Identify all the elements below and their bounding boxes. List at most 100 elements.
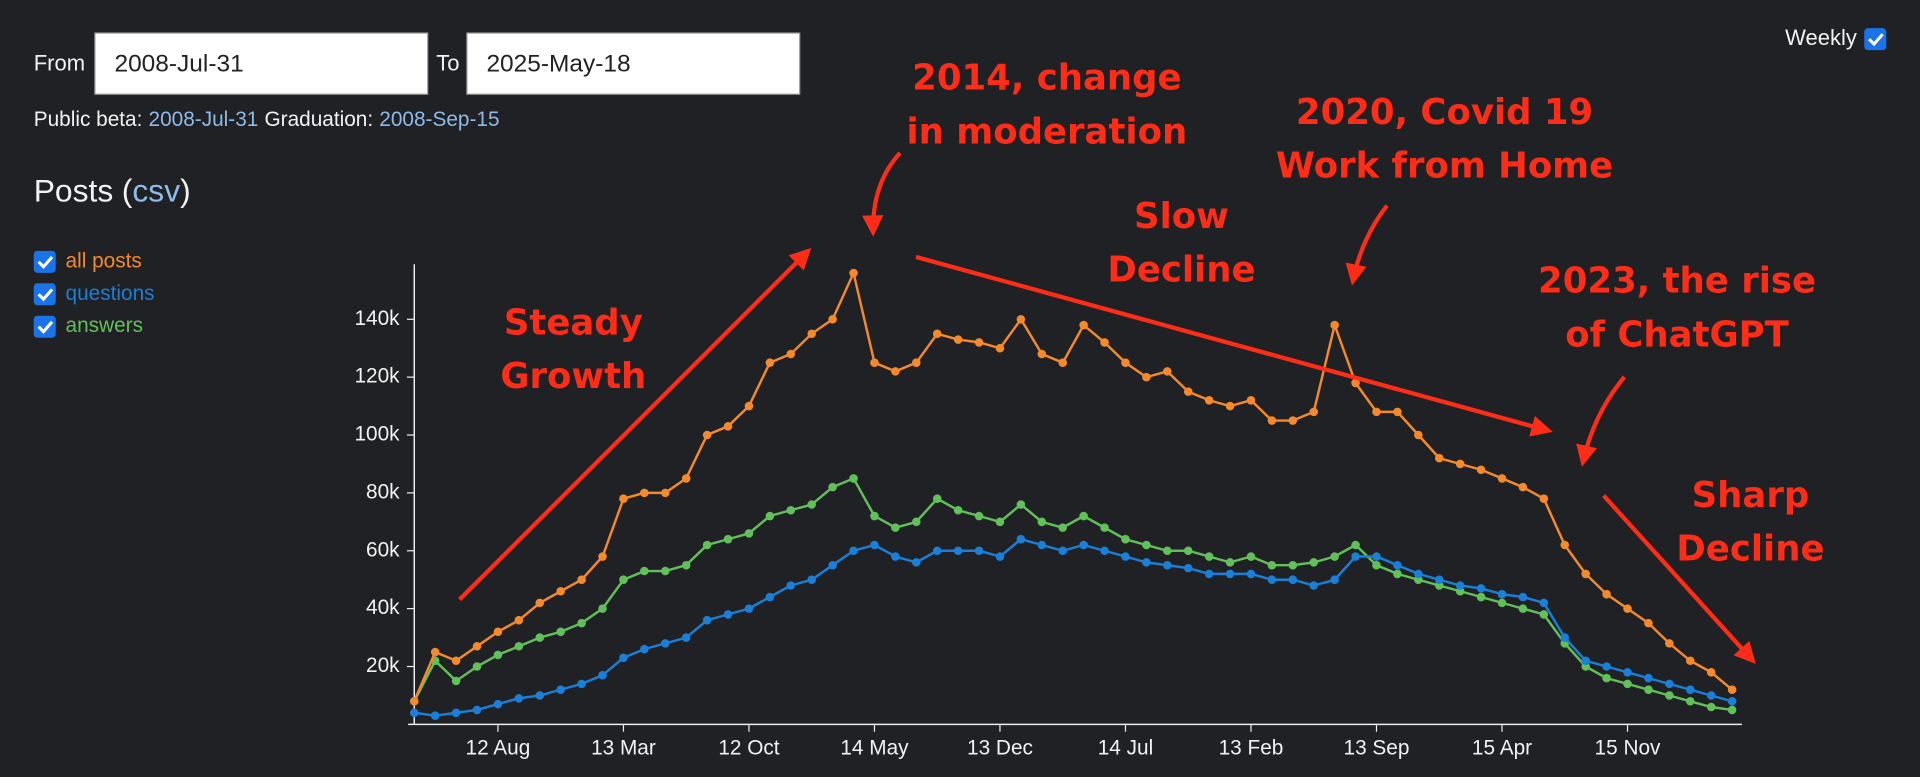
to-value[interactable]: 2025-May-18 (486, 50, 630, 77)
data-point (619, 494, 628, 503)
data-point (849, 474, 858, 483)
data-point (1267, 560, 1277, 570)
legend-checkbox[interactable] (33, 283, 56, 306)
arrow (861, 151, 902, 237)
data-point (1372, 560, 1381, 570)
checkbox-box (33, 315, 56, 338)
checkbox-check (37, 255, 54, 269)
beta-date[interactable]: 2008-Jul-31 (149, 107, 259, 130)
data-point (1393, 560, 1402, 570)
data-point (1351, 378, 1360, 388)
data-point (891, 367, 900, 376)
data-point (1685, 656, 1695, 666)
data-point (1351, 540, 1360, 550)
data-point (1121, 358, 1130, 367)
data-point (660, 566, 670, 576)
data-point (1204, 569, 1214, 579)
series-line (413, 476, 1733, 712)
data-point (723, 422, 733, 431)
x-tick-label: 15 Apr (1472, 736, 1532, 759)
y-tick-label: 40k (366, 596, 400, 619)
data-point (1518, 604, 1528, 613)
data-point (1037, 349, 1047, 359)
data-point (577, 575, 586, 584)
to-input[interactable] (466, 32, 801, 95)
data-point (974, 511, 984, 521)
checkbox-check (37, 320, 54, 334)
legend-checkbox[interactable] (33, 250, 56, 273)
legend-checkbox[interactable] (33, 315, 56, 338)
data-point (1497, 598, 1507, 608)
data-point (870, 358, 879, 367)
data-point (1204, 396, 1214, 405)
data-point (1351, 552, 1360, 561)
annotation: Decline (1107, 250, 1255, 291)
annotation: Slow (1134, 196, 1229, 237)
data-point (765, 511, 775, 521)
data-point (1079, 320, 1088, 330)
x-tick-label: 12 Aug (466, 736, 531, 759)
data-point (891, 552, 900, 561)
data-point (1497, 589, 1507, 599)
data-point (1602, 589, 1611, 599)
data-point (891, 523, 900, 532)
from-value[interactable]: 2008-Jul-31 (114, 50, 243, 77)
data-point (723, 610, 733, 619)
data-point (472, 705, 482, 715)
data-point (472, 662, 482, 671)
data-point (1037, 517, 1047, 527)
data-point (1414, 430, 1423, 440)
data-point (493, 650, 503, 660)
annotation: Growth (500, 356, 646, 397)
x-tick-label: 15 Nov (1595, 736, 1661, 759)
annotation: Steady (504, 302, 643, 343)
data-point (514, 694, 524, 703)
data-point (702, 540, 712, 550)
data-point (1372, 552, 1381, 561)
data-point (1309, 407, 1319, 417)
x-tick-label: 13 Dec (967, 736, 1033, 759)
data-point (430, 647, 440, 657)
section-title-text: Posts (34, 173, 114, 209)
data-point (1183, 546, 1193, 556)
data-point (786, 581, 796, 590)
data-point (932, 329, 942, 339)
data-point (1602, 673, 1611, 683)
data-point (619, 575, 628, 584)
annotation: in moderation (907, 111, 1188, 152)
data-point (1665, 691, 1674, 700)
data-point (765, 592, 775, 602)
data-point (1037, 540, 1047, 550)
csv-link[interactable]: csv (132, 173, 180, 209)
data-point (1163, 546, 1172, 556)
data-point (681, 633, 691, 642)
graduation-date[interactable]: 2008-Sep-15 (379, 107, 499, 130)
data-point (681, 560, 691, 570)
data-point (1665, 639, 1674, 648)
y-tick-label: 60k (366, 538, 400, 561)
data-point (974, 338, 984, 347)
data-point (849, 546, 858, 556)
data-point (1288, 575, 1298, 584)
beta-label: Public beta: (34, 107, 143, 130)
data-point (786, 349, 796, 359)
weekly-checkbox[interactable] (1864, 28, 1887, 51)
data-point (1539, 598, 1549, 608)
data-point (1455, 459, 1465, 469)
data-point (1058, 546, 1068, 556)
data-point (870, 540, 879, 550)
data-point (681, 474, 691, 483)
annotation: 2014, change (912, 58, 1181, 99)
x-tick-label: 13 Feb (1219, 736, 1284, 759)
data-point (451, 656, 461, 666)
data-point (1330, 320, 1339, 330)
from-input[interactable] (94, 32, 429, 95)
from-label: From (34, 51, 85, 76)
data-point (1685, 685, 1695, 694)
arrow (1576, 375, 1627, 467)
data-point (912, 517, 921, 527)
data-point (1225, 401, 1235, 411)
series (409, 474, 1737, 715)
